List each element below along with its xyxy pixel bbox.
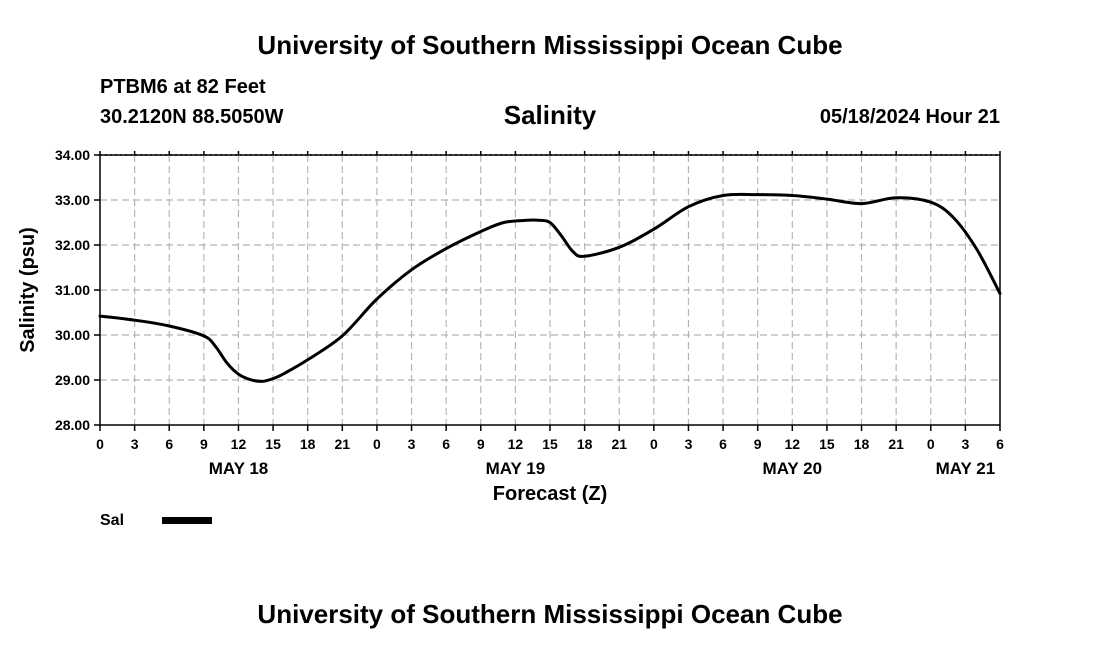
x-tick-label: 12 [508,436,524,452]
main-title: University of Southern Mississippi Ocean… [257,30,843,60]
footer-title: University of Southern Mississippi Ocean… [257,599,843,629]
coordinates-label: 30.2120N 88.5050W [100,106,284,128]
y-tick-label: 34.00 [55,147,90,163]
x-tick-label: 18 [577,436,593,452]
x-tick-label: 9 [477,436,485,452]
station-label: PTBM6 at 82 Feet [100,76,266,98]
x-tick-label: 6 [165,436,173,452]
x-day-label: MAY 18 [209,459,269,478]
legend-swatch-sal [162,517,212,524]
x-tick-label: 21 [888,436,904,452]
y-tick-label: 33.00 [55,192,90,208]
x-tick-label: 6 [996,436,1004,452]
x-tick-label: 12 [785,436,801,452]
y-tick-label: 28.00 [55,417,90,433]
x-tick-label: 3 [131,436,139,452]
y-axis-title: Salinity (psu) [17,227,39,353]
x-day-label: MAY 21 [936,459,996,478]
x-tick-label: 0 [373,436,381,452]
x-tick-label: 9 [754,436,762,452]
x-tick-label: 6 [719,436,727,452]
x-day-label: MAY 20 [763,459,823,478]
x-tick-label: 12 [231,436,247,452]
x-axis-title: Forecast (Z) [493,483,607,505]
grid-lines [100,154,1000,425]
axis-labels: 28.00 29.00 30.00 31.00 32.00 33.00 34.00 0 3 6 9 1… [55,147,1004,478]
timestamp-label: 05/18/2024 Hour 21 [819,106,1000,128]
series-line-sal [98,192,1002,383]
y-tick-label: 29.00 [55,372,90,388]
y-tick-label: 31.00 [55,282,90,298]
x-tick-label: 3 [685,436,693,452]
x-tick-label: 15 [819,436,835,452]
legend-label-sal: Sal [100,512,124,529]
axis-ticks [94,151,1001,431]
chart-title: Salinity [503,100,597,130]
x-tick-label: 21 [335,436,351,452]
x-tick-label: 15 [542,436,558,452]
x-day-label: MAY 19 [486,459,546,478]
x-tick-label: 18 [300,436,316,452]
y-tick-label: 30.00 [55,327,90,343]
x-tick-label: 21 [611,436,627,452]
x-tick-label: 0 [927,436,935,452]
x-tick-label: 0 [96,436,104,452]
x-tick-label: 9 [200,436,208,452]
y-tick-label: 32.00 [55,237,90,253]
x-tick-label: 3 [961,436,969,452]
x-tick-label: 6 [442,436,450,452]
x-tick-label: 18 [854,436,870,452]
x-tick-label: 3 [408,436,416,452]
x-tick-label: 0 [650,436,658,452]
x-tick-label: 15 [265,436,281,452]
